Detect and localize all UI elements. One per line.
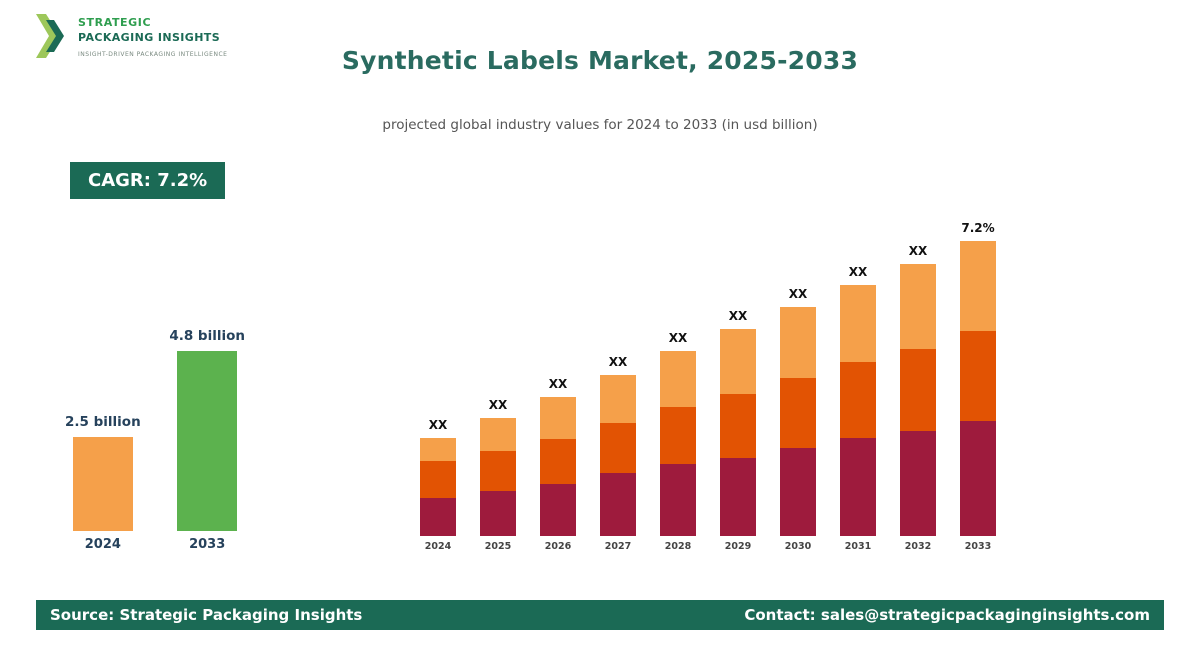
segment-top [480,418,516,451]
x-tick-label: 2024 [84,537,121,552]
segment-bottom [960,421,996,536]
segment-bottom [720,458,756,536]
segment-bottom [900,431,936,536]
stacked-bar-group-2033: 7.2% 2033 [960,221,996,555]
footer-bar: Source: Strategic Packaging Insights Con… [36,600,1164,630]
value-label: 7.2% [961,221,995,235]
x-tick-label: 2024 [424,541,452,552]
x-tick-label: 2031 [844,541,872,552]
segment-bottom [840,438,876,536]
stacked-bar-group-2028: XX 2028 [660,331,696,555]
stacked-bar-group-2027: XX 2027 [600,355,636,555]
x-tick-label: 2032 [904,541,932,552]
stacked-bar-group-2030: XX 2030 [780,287,816,555]
segment-bottom [600,473,636,536]
segment-top [960,241,996,331]
segment-middle [420,461,456,498]
x-tick-label: 2033 [964,541,992,552]
footer-source: Source: Strategic Packaging Insights [50,606,363,624]
value-label: XX [608,355,628,369]
x-tick-label: 2029 [724,541,752,552]
segment-top [900,264,936,349]
segment-top [780,307,816,378]
segment-bottom [660,464,696,536]
bar-2024 [72,437,133,531]
value-label: XX [908,244,928,258]
summary-bar-chart: 2.5 billion 2024 4.8 billion 2033 [65,320,245,555]
logo-line2: PACKAGING INSIGHTS [78,31,221,44]
value-label: XX [668,331,688,345]
segment-top [840,285,876,362]
stacked-bar-chart: XX 2024 XX 2025 XX 2026 XX 2027 XX 2028 XX 2029 XX 20… [420,215,996,555]
stacked-bar-group-2031: XX 2031 [840,265,876,555]
bar-2029 [720,329,756,536]
value-label: XX [848,265,868,279]
segment-middle [780,378,816,448]
stacked-bar-group-2024: XX 2024 [420,418,456,555]
bar-2024 [420,438,456,536]
bar-2027 [600,375,636,536]
segment-middle [660,407,696,464]
segment-bottom [540,484,576,536]
segment-middle [540,439,576,484]
x-tick-label: 2027 [604,541,632,552]
bar-2032 [900,264,936,536]
segment-bottom [480,491,516,536]
stacked-bar-group-2026: XX 2026 [540,377,576,555]
logo-tagline: INSIGHT-DRIVEN PACKAGING INTELLIGENCE [78,51,228,58]
segment-middle [600,423,636,473]
cagr-badge: CAGR: 7.2% [70,162,226,199]
value-label: XX [428,418,448,432]
segment-top [600,375,636,423]
value-label: XX [728,309,748,323]
stacked-bar-group-2032: XX 2032 [900,244,936,555]
stacked-bar-group-2025: XX 2025 [480,398,516,555]
segment-bottom [780,448,816,536]
mini-bar-group-2033: 4.8 billion 2033 [169,328,245,555]
value-label: 4.8 billion [169,328,245,344]
page-title: Synthetic Labels Market, 2025-2033 [341,46,859,75]
bar-2026 [540,397,576,536]
segment-middle [720,394,756,458]
page-subtitle: projected global industry values for 202… [382,117,818,133]
bar-2033 [177,351,238,531]
bar-2025 [480,418,516,536]
x-tick-label: 2028 [664,541,692,552]
segment-middle [900,349,936,431]
logo-text: STRATEGIC PACKAGING INSIGHTS INSIGHT-DRI… [78,12,227,58]
logo-line1: STRATEGIC [78,16,152,29]
segment-top [720,329,756,394]
segment-middle [960,331,996,421]
segment-middle [840,362,876,438]
logo: STRATEGIC PACKAGING INSIGHTS INSIGHT-DRI… [36,12,227,60]
value-label: XX [488,398,508,412]
x-tick-label: 2033 [189,537,226,552]
value-label: XX [548,377,568,391]
segment-top [660,351,696,407]
bar-2033 [960,241,996,536]
footer-contact: Contact: sales@strategicpackaginginsight… [744,606,1150,624]
mini-bar-group-2024: 2.5 billion 2024 [65,414,141,555]
x-tick-label: 2030 [784,541,812,552]
value-label: 2.5 billion [65,414,141,430]
logo-chevron-icon [36,14,64,58]
x-tick-label: 2026 [544,541,572,552]
stacked-bar-group-2029: XX 2029 [720,309,756,555]
value-label: XX [788,287,808,301]
segment-bottom [420,498,456,536]
segment-top [420,438,456,461]
bar-2030 [780,307,816,536]
segment-top [540,397,576,439]
x-tick-label: 2025 [484,541,512,552]
bar-2028 [660,351,696,536]
bar-2031 [840,285,876,536]
segment-middle [480,451,516,491]
